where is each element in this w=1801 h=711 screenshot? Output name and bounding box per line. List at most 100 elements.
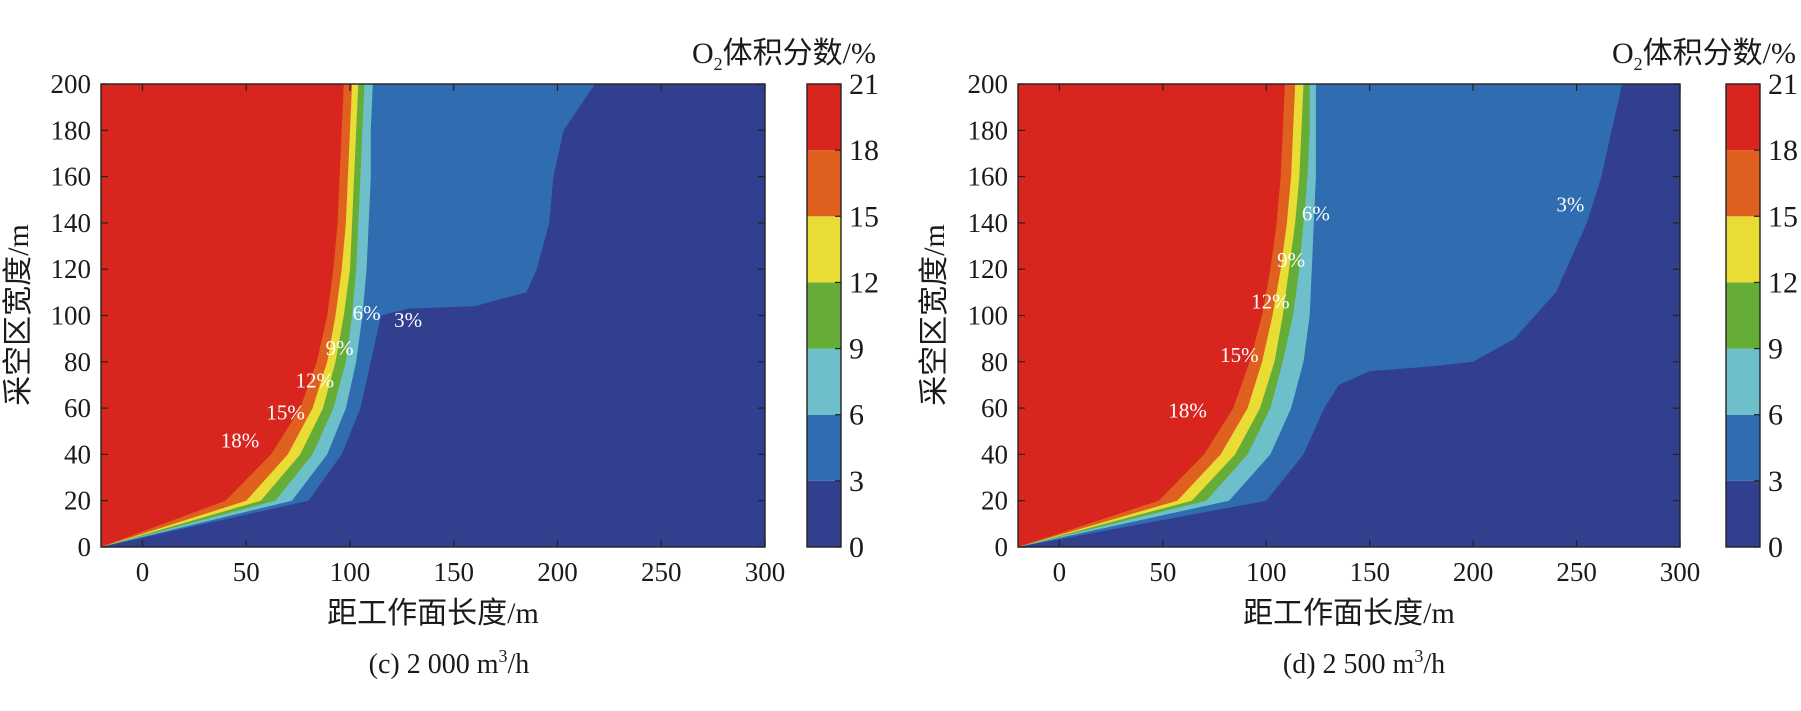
colorbar-title-c: O2体积分数/% xyxy=(692,37,876,74)
colorbar-segment xyxy=(807,282,841,349)
y-tick-label: 160 xyxy=(51,162,92,192)
y-tick-label: 180 xyxy=(51,115,92,145)
colorbar-frame xyxy=(1725,83,1761,548)
colorbar-tick-label: 12 xyxy=(1768,266,1798,299)
x-tick-label: 300 xyxy=(745,557,786,587)
colorbar-segment xyxy=(807,480,841,547)
contour-label: 9% xyxy=(326,336,354,360)
y-tick-label: 100 xyxy=(51,301,92,331)
panel-caption-c: (c) 2 000 m3/h xyxy=(369,646,530,680)
y-axis-label-d: 采空区宽度/m xyxy=(918,224,951,406)
caption-unit-c: /h xyxy=(508,649,530,680)
colorbar-tick-label: 3 xyxy=(849,465,864,498)
colorbar-segment xyxy=(807,414,841,481)
axis-ticks-d: 0 50 100 150 200 250 300 0 20 40 60 80 100 120 140 160 1… xyxy=(968,69,1701,587)
colorbar-d: 0 3 6 9 12 15 18 21 xyxy=(1725,68,1798,564)
colorbar-tick-label: 21 xyxy=(849,68,879,101)
axis-ticks-c: 0 50 100 150 200 250 300 0 20 40 60 80 100 120 140 160 1… xyxy=(51,69,786,587)
colorbar-frame xyxy=(806,83,842,548)
panel-caption-d: (d) 2 500 m3/h xyxy=(1283,646,1445,680)
contour-plot-c xyxy=(101,84,765,547)
band-below-3 xyxy=(1018,84,1680,547)
y-tick-label: 40 xyxy=(64,439,91,469)
x-tick-label: 200 xyxy=(1453,557,1494,587)
colorbar-tick-label: 12 xyxy=(849,266,879,299)
x-tick-label: 250 xyxy=(641,557,682,587)
panel-d: 18%15%12%9%6% 3% 0 50 100 150 200 250 300020406… xyxy=(918,37,1798,680)
x-tick-label: 100 xyxy=(1246,557,1287,587)
colorbar-title-sub-c: 2 xyxy=(714,54,723,74)
y-tick-label: 80 xyxy=(981,347,1008,377)
colorbar-c: 0 3 6 9 12 15 18 21 xyxy=(806,68,879,564)
y-axis-label-c: 采空区宽度/m xyxy=(2,224,35,406)
y-tick-label: 200 xyxy=(968,69,1009,99)
panel-c: 18%15%12%9%6% 3% 0 50 100 150 200 250 300020406… xyxy=(2,37,879,680)
y-tick-label: 120 xyxy=(968,254,1009,284)
contour-label: 6% xyxy=(353,301,381,325)
colorbar-segment xyxy=(1726,282,1760,349)
y-tick-label: 0 xyxy=(78,532,92,562)
y-tick-label: 100 xyxy=(968,301,1009,331)
x-tick-label: 150 xyxy=(434,557,475,587)
x-axis-label-c: 距工作面长度/m xyxy=(327,597,539,630)
colorbar-tick-label: 9 xyxy=(1768,333,1783,366)
colorbar-title-pre-c: O xyxy=(692,37,714,70)
x-tick-label: 300 xyxy=(1660,557,1701,587)
colorbar-segment xyxy=(807,84,841,151)
colorbar-segment xyxy=(1726,414,1760,481)
caption-sup-c: 3 xyxy=(499,646,508,666)
caption-sup-d: 3 xyxy=(1414,646,1423,666)
contour-label: 15% xyxy=(1220,343,1259,367)
contour-labels-d: 18% 15% 12% 9% 6% 3% xyxy=(1168,192,1584,422)
colorbar-segment xyxy=(1726,216,1760,283)
colorbar-title-post-d: 体积分数/% xyxy=(1643,37,1796,70)
colorbar-tick-label: 3 xyxy=(1768,465,1783,498)
x-tick-label: 0 xyxy=(1053,557,1067,587)
x-tick-label: 50 xyxy=(1149,557,1176,587)
caption-unit-d: /h xyxy=(1423,649,1445,680)
x-tick-label: 250 xyxy=(1556,557,1597,587)
colorbar-tick-label: 18 xyxy=(849,134,879,167)
y-tick-label: 0 xyxy=(995,532,1009,562)
y-tick-label: 20 xyxy=(64,486,91,516)
contour-labels-c: 18%15% 12% 9% 6% 3% xyxy=(221,301,422,452)
x-tick-label: 200 xyxy=(537,557,578,587)
contour-label: 18% xyxy=(221,429,260,453)
colorbar-tick-label: 18 xyxy=(1768,134,1798,167)
y-tick-label: 140 xyxy=(51,208,92,238)
y-tick-label: 60 xyxy=(981,393,1008,423)
x-tick-label: 150 xyxy=(1349,557,1390,587)
contour-label: 18% xyxy=(1168,398,1207,422)
y-tick-label: 140 xyxy=(968,208,1009,238)
y-tick-label: 160 xyxy=(968,162,1009,192)
colorbar-tick-label: 21 xyxy=(1768,68,1798,101)
x-axis-label-d: 距工作面长度/m xyxy=(1243,597,1455,630)
colorbar-tick-label: 15 xyxy=(849,200,879,233)
contour-label: 12% xyxy=(1251,290,1290,314)
contour-label: 3% xyxy=(394,308,422,332)
colorbar-segment xyxy=(1726,84,1760,151)
contour-label: 6% xyxy=(1302,202,1330,226)
y-tick-label: 60 xyxy=(64,393,91,423)
y-tick-label: 180 xyxy=(968,115,1009,145)
colorbar-tick-label: 6 xyxy=(1768,399,1783,432)
y-tick-label: 40 xyxy=(981,439,1008,469)
colorbar-tick-label: 9 xyxy=(849,333,864,366)
x-tick-label: 50 xyxy=(233,557,260,587)
colorbar-tick-label: 6 xyxy=(849,399,864,432)
colorbar-title-post-c: 体积分数/% xyxy=(723,37,876,70)
colorbar-segment xyxy=(807,216,841,283)
colorbar-tick-label: 0 xyxy=(1768,531,1783,564)
colorbar-segment xyxy=(1726,150,1760,217)
colorbar-tick-label: 0 xyxy=(849,531,864,564)
y-tick-label: 20 xyxy=(981,486,1008,516)
colorbar-title-sub-d: 2 xyxy=(1634,54,1643,74)
colorbar-segment xyxy=(1726,480,1760,547)
contour-plot-d xyxy=(1018,84,1680,547)
colorbar-segment xyxy=(807,348,841,415)
caption-main-d: (d) 2 500 m xyxy=(1283,649,1415,680)
colorbar-segment xyxy=(1726,348,1760,415)
contour-label: 3% xyxy=(1556,192,1584,216)
colorbar-title-pre-d: O xyxy=(1612,37,1634,70)
